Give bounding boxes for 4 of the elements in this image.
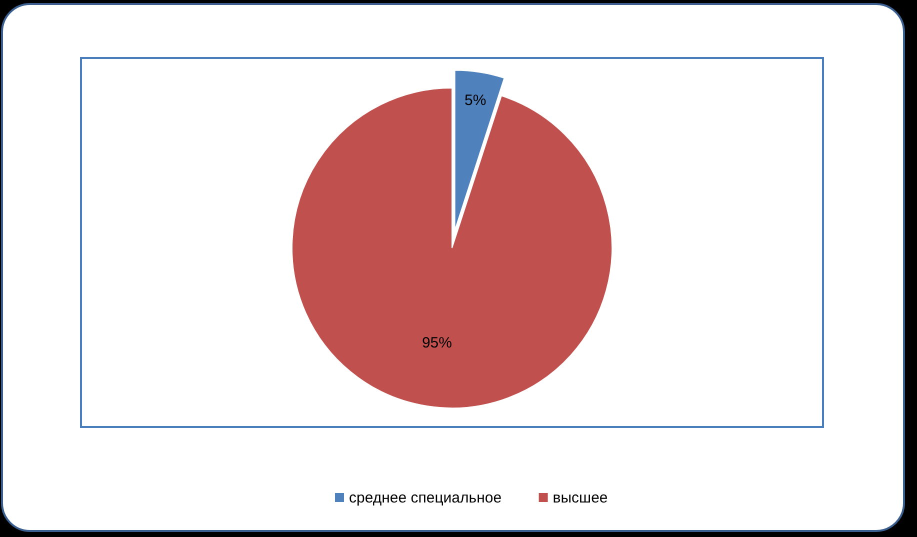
data-label: 95%	[422, 334, 452, 352]
legend-label: среднее специальное	[349, 490, 502, 506]
data-label: 5%	[464, 92, 486, 110]
legend-label: высшее	[552, 490, 608, 506]
